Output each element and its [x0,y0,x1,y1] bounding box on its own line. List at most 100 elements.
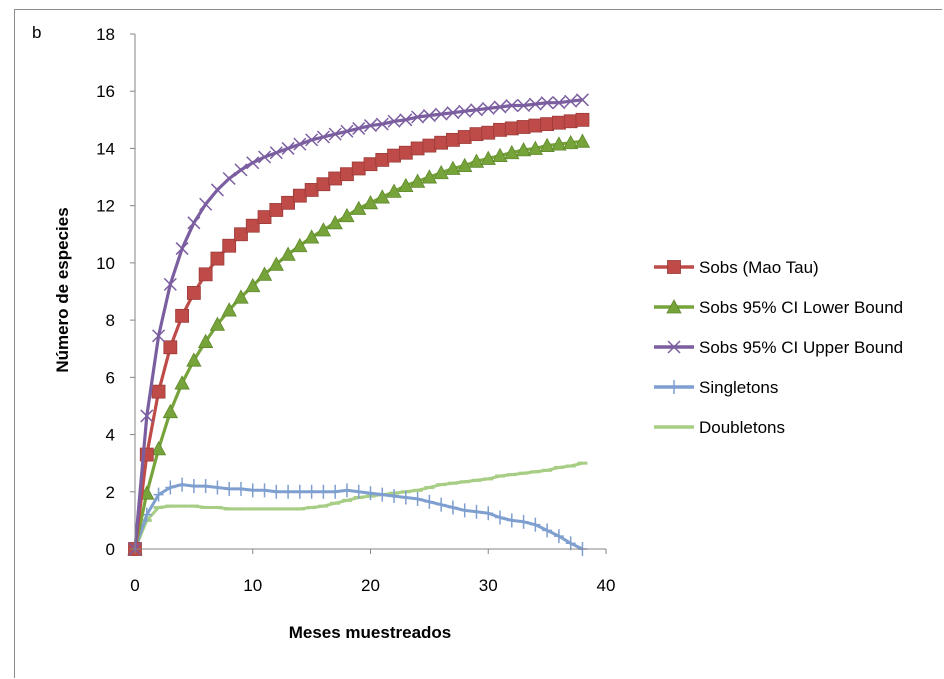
data-point [257,210,272,225]
data-point [316,177,331,192]
y-tick-label: 10 [96,254,115,273]
data-point [163,277,177,291]
data-point [268,256,284,271]
data-point [552,115,566,130]
data-point [483,506,494,521]
data-point [400,490,411,505]
data-point [177,477,188,492]
legend-item: Sobs 95% CI Lower Bound [654,298,903,317]
data-point [351,161,366,176]
data-point [410,141,425,156]
data-point [247,483,258,498]
axes: 0 2 4 6 8 10 12 14 16 18 0 10 20 30 40 [96,25,615,595]
data-point [330,484,341,499]
data-point [316,130,330,144]
data-point [140,409,154,423]
data-point [469,127,484,142]
data-point [151,384,166,399]
data-point [422,138,437,153]
data-point [283,484,294,499]
y-tick-label: 2 [106,483,115,502]
data-point [281,195,295,210]
data-point [528,97,542,111]
data-point [445,160,461,175]
data-point [186,286,201,300]
series-doubletons [130,461,588,551]
data-point [281,141,295,155]
data-point [666,299,682,314]
data-point [245,277,261,293]
panel-label: b [32,23,41,42]
data-point [493,122,507,137]
data-point [421,169,438,184]
data-point [186,352,202,367]
data-point [481,125,496,140]
data-point [375,117,389,131]
data-point [565,536,576,551]
data-point [174,375,190,390]
x-tick-label: 40 [597,576,616,595]
data-point [292,237,308,253]
legend-item: Sobs (Mao Tau) [654,258,819,277]
data-point [365,486,376,501]
data-point [553,529,564,544]
data-point [353,484,364,499]
data-point [389,489,400,504]
data-point [669,380,679,394]
data-point [412,491,423,506]
data-point [210,251,225,266]
legend-label: Doubletons [699,418,785,437]
x-tick-label: 10 [243,576,262,595]
data-point [377,487,388,502]
data-point [505,98,519,113]
data-point [187,216,201,230]
y-tick-label: 6 [106,368,115,387]
data-point [339,207,355,223]
data-point [563,114,578,129]
data-point [515,142,532,157]
data-point [269,203,284,217]
series-sobs-95-ci-upper-bound [128,93,589,556]
data-point [446,132,460,147]
data-point [481,101,495,115]
data-point [517,98,531,113]
data-point [386,183,402,198]
data-point [574,133,591,148]
x-tick-label: 20 [361,576,380,595]
data-point [527,140,544,155]
data-point [374,189,390,204]
data-point [222,171,236,186]
data-point [540,96,554,110]
data-point [327,214,343,230]
data-point [340,167,354,182]
data-point [259,483,270,498]
data-point [200,479,211,494]
data-point [564,94,578,108]
data-point [303,229,320,244]
series-sobs-mao-tau- [128,112,590,556]
data-point [436,497,447,512]
data-point [480,150,496,165]
data-point [235,481,246,496]
series-sobs-95-ci-lower-bound [127,133,591,556]
data-point [387,114,401,128]
data-point [306,484,317,499]
data-point [293,137,307,151]
data-point [280,246,296,261]
data-point [575,112,590,127]
data-point [434,135,449,150]
data-point [305,133,319,147]
data-point [424,494,435,509]
series-singletons [130,477,588,556]
data-point [409,173,426,188]
data-point [222,238,237,253]
legend-item: Sobs 95% CI Upper Bound [654,338,903,357]
data-point [471,504,482,519]
y-tick-label: 12 [96,197,115,216]
legend-label: Sobs 95% CI Upper Bound [699,338,903,357]
legend-label: Singletons [699,378,778,397]
data-point [256,266,273,281]
data-point [234,227,248,242]
data-point [163,340,178,355]
data-point [269,146,283,160]
